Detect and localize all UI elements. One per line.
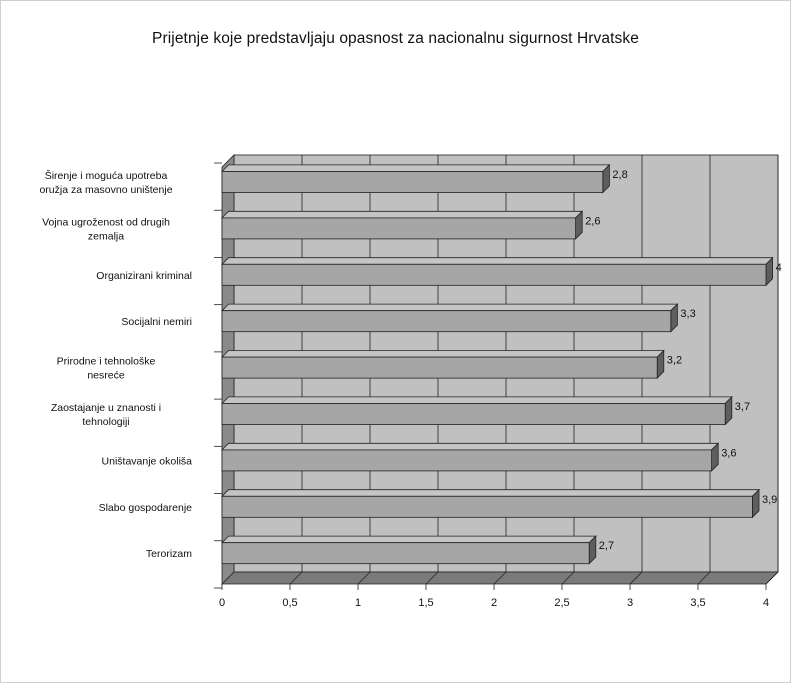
bar-top (221, 303, 679, 312)
bar-group (221, 163, 611, 194)
bar-top (221, 396, 733, 404)
bar-group (221, 303, 679, 333)
data-label: 3,3 (680, 308, 695, 320)
data-label: 4 (776, 262, 782, 274)
category-label: Uništavanje okoliša (102, 455, 193, 467)
x-floor-gridline (425, 571, 439, 585)
bar-top (221, 535, 597, 544)
bar-group (221, 210, 584, 240)
category-label: Širenje i moguća upotreba oružja za masov… (39, 169, 172, 196)
x-tick-label: 0,5 (282, 597, 297, 609)
bar (221, 403, 726, 425)
bar (221, 171, 604, 193)
x-tick-label: 4 (763, 597, 769, 609)
x-floor-gridline (561, 571, 575, 585)
x-floor-gridline (629, 571, 643, 585)
x-floor-gridline (493, 571, 507, 585)
x-tick-label: 3 (627, 597, 633, 609)
x-tick-label: 3,5 (690, 597, 705, 609)
category-label: Vojna ugroženost od drugih zemalja (42, 216, 170, 242)
bar (221, 356, 658, 379)
bar-group (221, 395, 733, 426)
data-label: 3,6 (721, 447, 736, 459)
bar-group (221, 256, 774, 287)
data-label: 3,9 (762, 494, 777, 506)
data-label: 2,6 (585, 215, 600, 227)
x-floor-gridline (357, 571, 371, 585)
bar-top (221, 210, 584, 219)
bar (221, 217, 577, 240)
bar (221, 310, 672, 333)
category-label: Organizirani kriminal (96, 270, 192, 282)
bar-top (221, 489, 760, 497)
bar-group (221, 349, 665, 380)
bar-top (221, 442, 720, 451)
bar (221, 542, 590, 565)
category-label: Zaostajanje u znanosti i tehnologiji (51, 402, 161, 428)
bar-top (221, 350, 665, 358)
x-tick-label: 0 (219, 597, 225, 609)
bar (221, 263, 767, 286)
bar-top (221, 164, 611, 172)
bar (221, 495, 753, 518)
x-tick-label: 1 (355, 597, 361, 609)
bar-group (221, 442, 720, 472)
bar-group (221, 488, 760, 519)
x-tick-label: 2 (491, 597, 497, 609)
x-floor-gridline (765, 571, 779, 585)
data-label: 2,7 (599, 540, 614, 552)
data-label: 3,2 (667, 355, 682, 367)
category-label: Socijalni nemiri (121, 316, 192, 328)
data-label: 2,8 (612, 169, 627, 181)
x-floor-gridline (697, 571, 711, 585)
x-tick-label: 2,5 (554, 597, 569, 609)
category-label: Prirodne i tehnološke nesreće (57, 356, 156, 382)
data-label: 3,7 (735, 401, 750, 413)
bar-group (221, 535, 597, 565)
chart-title: Prijetnje koje predstavljaju opasnost za… (152, 30, 639, 47)
bar (221, 449, 713, 472)
bar-top (221, 257, 774, 265)
category-label: Terorizam (146, 548, 192, 560)
category-label: Slabo gospodarenje (99, 502, 193, 514)
x-tick-label: 1,5 (418, 597, 433, 609)
x-floor-gridline (289, 571, 303, 585)
